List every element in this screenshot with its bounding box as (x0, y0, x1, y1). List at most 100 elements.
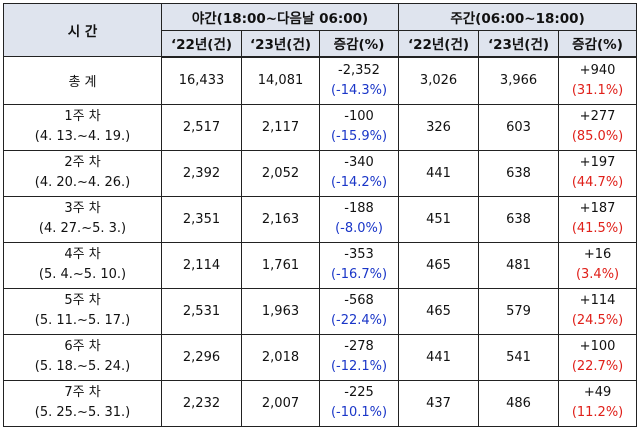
day-change-count: +100 (579, 339, 616, 354)
night-change-percent: (-16.7%) (330, 267, 388, 282)
header-row-groups: 시 간 야간(18:00~다음날 06:00) 주간(06:00~18:00) (3, 3, 638, 57)
night-2022-value: 2,531 (161, 287, 242, 335)
night-change-count: -2,352 (338, 62, 380, 78)
day-2022-value: 441 (398, 149, 480, 197)
night-change-count: -340 (344, 155, 374, 170)
week-cell: 7주 차 (5. 25.~5. 31.) (3, 379, 162, 427)
day-2023-value: 486 (478, 379, 560, 427)
week-label: 4주 차 (64, 247, 101, 262)
day-change-header: 증감(%) (558, 30, 638, 58)
day-change-cell: +197 (44.7%) (558, 149, 638, 197)
day-2022-value: 326 (398, 103, 480, 151)
comparison-table: 시 간 야간(18:00~다음날 06:00) 주간(06:00~18:00) … (3, 3, 638, 427)
week-period: (5. 18.~5. 24.) (34, 359, 131, 374)
week-label: 7주 차 (64, 385, 101, 400)
day-change-percent: (85.0%) (571, 129, 624, 144)
week-label: 5주 차 (64, 293, 101, 308)
week-label: 2주 차 (64, 155, 101, 170)
night-change-cell: -340 (-14.2%) (318, 149, 400, 197)
day-change-count: +940 (579, 62, 616, 78)
night-change-percent: (-8.0%) (335, 221, 383, 236)
day-2023-value: 579 (478, 287, 560, 335)
week-cell: 5주 차 (5. 11.~5. 17.) (3, 287, 162, 335)
week-label: 1주 차 (64, 109, 101, 124)
day-change-count: +49 (583, 385, 612, 400)
night-change-cell: -225 (-10.1%) (318, 379, 400, 427)
day-change-percent: (44.7%) (571, 175, 624, 190)
night-change-count: -278 (344, 339, 374, 354)
night-2023-value: 1,761 (241, 241, 320, 289)
day-change-cell: +187 (41.5%) (558, 195, 638, 243)
day-2023-value: 541 (478, 333, 560, 381)
table-row: 4주 차 (5. 4.~5. 10.) 2,114 1,761 -353 (-16.7%)… (3, 241, 638, 289)
night-2022-value: 16,433 (161, 56, 242, 105)
table-row: 2주 차 (4. 20.~4. 26.) 2,392 2,052 -340 (-14.2%… (3, 149, 638, 197)
night-2023-value: 2,052 (241, 149, 320, 197)
day-2023-value: 603 (478, 103, 560, 151)
week-period: (5. 4.~5. 10.) (38, 267, 127, 282)
table-row: 1주 차 (4. 13.~4. 19.) 2,517 2,117 -100 (-15.9%… (3, 103, 638, 151)
week-period: (4. 13.~4. 19.) (34, 129, 131, 144)
night-2022-value: 2,517 (161, 103, 242, 151)
night-2023-value: 2,007 (241, 379, 320, 427)
night-2023-header: ‘23년(건) (241, 30, 320, 58)
table-row: 5주 차 (5. 11.~5. 17.) 2,531 1,963 -568 (-22.4%… (3, 287, 638, 335)
night-2023-value: 2,018 (241, 333, 320, 381)
day-change-count: +197 (579, 155, 616, 170)
table-row: 7주 차 (5. 25.~5. 31.) 2,232 2,007 -225 (-10.1%… (3, 379, 638, 427)
night-change-percent: (-14.3%) (330, 82, 388, 98)
day-change-cell: +940 (31.1%) (558, 56, 638, 105)
day-2022-value: 441 (398, 333, 480, 381)
week-period: (5. 11.~5. 17.) (34, 313, 131, 328)
week-label: 3주 차 (64, 201, 101, 216)
day-change-percent: (24.5%) (571, 313, 624, 328)
table-row: 3주 차 (4. 27.~5. 3.) 2,351 2,163 -188 (-8.0%) 4… (3, 195, 638, 243)
day-2023-value: 481 (478, 241, 560, 289)
night-2023-value: 1,963 (241, 287, 320, 335)
week-cell: 6주 차 (5. 18.~5. 24.) (3, 333, 162, 381)
night-2022-value: 2,392 (161, 149, 242, 197)
night-change-cell: -188 (-8.0%) (318, 195, 400, 243)
night-change-percent: (-22.4%) (330, 313, 388, 328)
day-change-percent: (3.4%) (575, 267, 620, 282)
week-cell: 3주 차 (4. 27.~5. 3.) (3, 195, 162, 243)
night-change-percent: (-12.1%) (330, 359, 388, 374)
day-change-cell: +100 (22.7%) (558, 333, 638, 381)
time-column-header: 시 간 (3, 3, 162, 57)
day-change-percent: (22.7%) (571, 359, 624, 374)
day-2023-value: 638 (478, 195, 560, 243)
night-change-header: 증감(%) (318, 30, 400, 58)
day-change-count: +114 (579, 293, 616, 308)
night-change-count: -225 (344, 385, 374, 400)
day-change-cell: +49 (11.2%) (558, 379, 638, 427)
week-period: (4. 20.~4. 26.) (34, 175, 131, 190)
table-row: 6주 차 (5. 18.~5. 24.) 2,296 2,018 -278 (-12.1%… (3, 333, 638, 381)
day-2022-value: 3,026 (398, 56, 480, 105)
week-cell: 2주 차 (4. 20.~4. 26.) (3, 149, 162, 197)
day-change-count: +16 (583, 247, 612, 262)
night-change-cell: -353 (-16.7%) (318, 241, 400, 289)
day-change-percent: (41.5%) (571, 221, 624, 236)
day-change-cell: +16 (3.4%) (558, 241, 638, 289)
night-2023-value: 14,081 (241, 56, 320, 105)
night-change-percent: (-15.9%) (330, 129, 388, 144)
week-period: (4. 27.~5. 3.) (38, 221, 127, 236)
day-change-count: +187 (579, 201, 616, 216)
day-2022-value: 465 (398, 241, 480, 289)
night-2022-value: 2,351 (161, 195, 242, 243)
night-change-percent: (-10.1%) (330, 405, 388, 420)
day-2022-value: 437 (398, 379, 480, 427)
week-label: 6주 차 (64, 339, 101, 354)
night-group-header: 야간(18:00~다음날 06:00) (160, 3, 400, 31)
night-change-cell: -278 (-12.1%) (318, 333, 400, 381)
day-2022-value: 465 (398, 287, 480, 335)
day-2023-header: ‘23년(건) (478, 30, 560, 58)
night-change-count: -188 (344, 201, 374, 216)
day-2022-header: ‘22년(건) (398, 30, 480, 58)
header-row-columns: ‘22년(건) ‘23년(건) 증감(%) ‘22년(건) ‘23년(건) 증감… (4, 30, 638, 58)
day-change-cell: +114 (24.5%) (558, 287, 638, 335)
night-change-count: -568 (344, 293, 374, 308)
night-2022-value: 2,232 (161, 379, 242, 427)
night-2022-value: 2,114 (161, 241, 242, 289)
day-2023-value: 3,966 (478, 56, 560, 105)
